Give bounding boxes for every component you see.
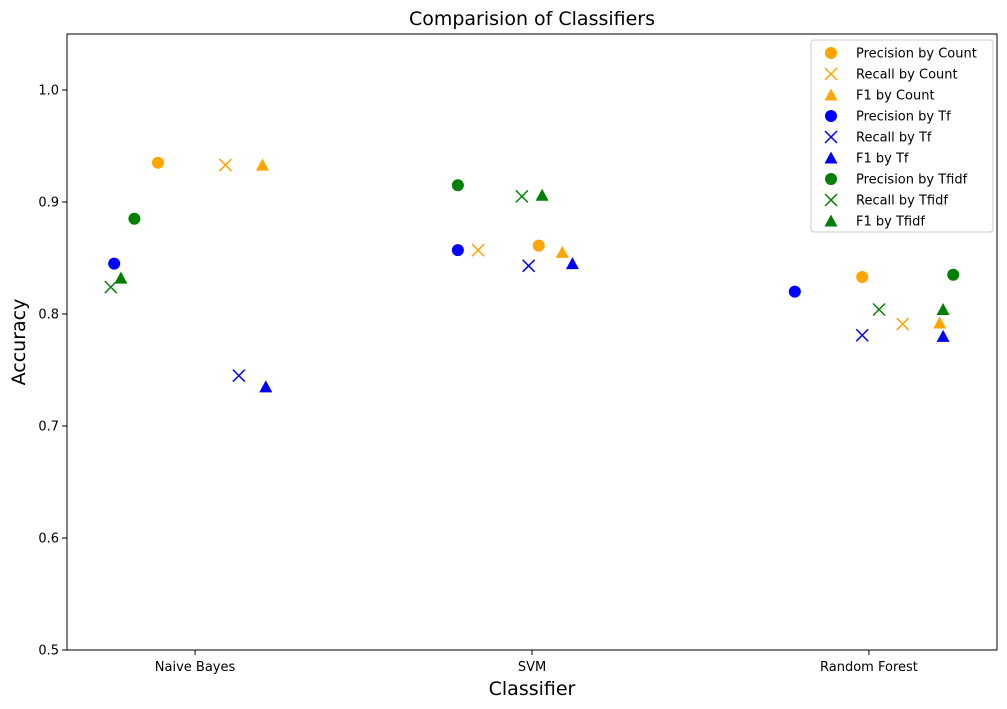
y-tick-label: 0.7: [38, 420, 59, 435]
data-points: [104, 156, 960, 393]
legend-label: Precision by Tf: [856, 110, 951, 125]
point-f1-by-tf: [259, 380, 273, 393]
point-precision-by-tf: [108, 257, 121, 270]
point-precision-by-tf: [451, 244, 464, 257]
point-recall-by-tf: [522, 259, 536, 273]
legend-label: F1 by Tf: [856, 152, 909, 167]
point-precision-by-tfidf: [128, 212, 141, 225]
legend-label: F1 by Tfidf: [856, 215, 925, 230]
legend-marker: [824, 151, 838, 164]
y-tick-label: 0.5: [38, 644, 59, 659]
x-tick-label: Naive Bayes: [155, 660, 236, 675]
point-recall-by-tf: [232, 369, 246, 383]
legend-label: Recall by Count: [856, 68, 958, 83]
point-f1-by-tf: [565, 257, 579, 270]
y-tick-label: 1.0: [38, 84, 59, 99]
point-recall-by-count: [896, 317, 910, 331]
legend-marker: [825, 173, 837, 185]
legend-marker: [824, 214, 838, 227]
point-precision-by-tfidf: [947, 268, 960, 281]
legend-label: Precision by Tfidf: [856, 173, 968, 188]
point-recall-by-count: [218, 158, 232, 172]
legend-marker: [825, 47, 837, 59]
legend-marker: [824, 130, 838, 144]
legend-marker: [824, 88, 838, 101]
point-f1-by-count: [555, 245, 569, 258]
x-axis: Naive Bayes SVM Random Forest: [155, 650, 918, 675]
y-axis-label: Accuracy: [8, 299, 30, 386]
point-recall-by-tf: [855, 328, 869, 342]
point-precision-by-tfidf: [451, 179, 464, 192]
legend-marker: [824, 193, 838, 207]
point-recall-by-tfidf: [515, 189, 529, 203]
point-f1-by-tfidf: [936, 303, 950, 316]
point-precision-by-tf: [788, 285, 801, 298]
point-precision-by-count: [856, 271, 869, 284]
legend-label: Recall by Tfidf: [856, 194, 948, 209]
legend-label: Recall by Tf: [856, 131, 932, 146]
legend: Precision by Count Recall by Count F1 by C…: [810, 39, 994, 233]
chart-title: Comparision of Classifiers: [409, 8, 655, 30]
legend-marker: [824, 67, 838, 81]
x-tick-label: SVM: [518, 660, 546, 675]
point-f1-by-tfidf: [114, 271, 128, 284]
legend-label: Precision by Count: [856, 47, 977, 62]
point-recall-by-count: [471, 243, 485, 257]
x-axis-label: Classifier: [489, 678, 576, 700]
point-f1-by-tf: [936, 329, 950, 342]
y-tick-label: 0.8: [38, 308, 59, 323]
point-f1-by-count: [933, 316, 947, 329]
y-tick-label: 0.9: [38, 196, 59, 211]
point-precision-by-count: [532, 239, 545, 252]
y-tick-label: 0.6: [38, 532, 59, 547]
legend-label: F1 by Count: [856, 89, 935, 104]
y-axis: 0.5 0.6 0.7 0.8 0.9 1.0: [38, 84, 67, 659]
x-tick-label: Random Forest: [820, 660, 918, 675]
point-recall-by-tfidf: [872, 302, 886, 317]
legend-box: [810, 39, 994, 233]
point-precision-by-count: [151, 156, 164, 169]
point-f1-by-count: [255, 158, 269, 171]
point-f1-by-tfidf: [535, 188, 549, 201]
legend-marker: [825, 110, 837, 122]
